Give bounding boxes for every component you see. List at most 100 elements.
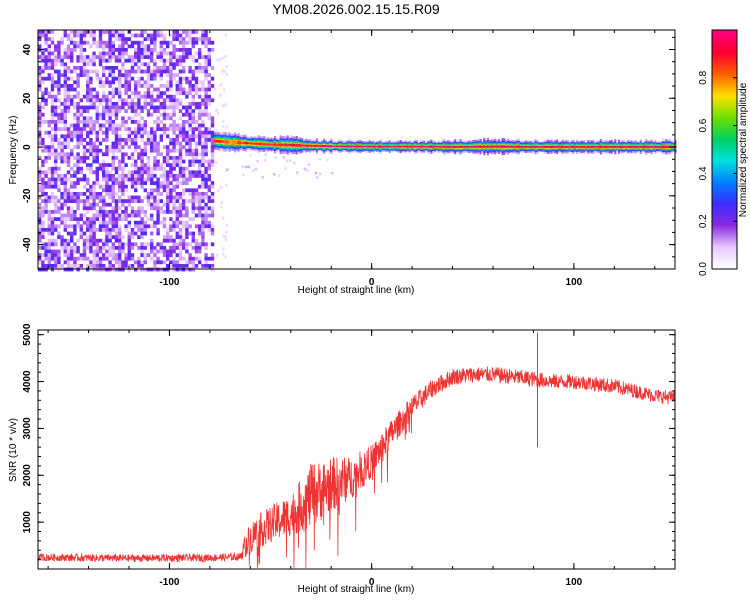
noise-cell <box>114 141 119 146</box>
noise-cell <box>60 109 64 113</box>
noise-cell <box>198 62 202 67</box>
noise-cell <box>166 256 170 261</box>
noise-cell <box>143 102 147 106</box>
noise-cell <box>95 192 99 196</box>
noise-cell <box>102 224 106 229</box>
noise-cell <box>130 213 135 218</box>
noise-cell <box>76 134 80 139</box>
noise-cell <box>66 138 71 142</box>
carrier-cell <box>230 140 233 144</box>
noise-cell <box>127 224 131 229</box>
noise-cell <box>54 249 58 254</box>
noise-cell <box>146 141 151 146</box>
noise-cell <box>127 127 131 131</box>
noise-cell <box>76 120 80 124</box>
noise-cell <box>172 184 176 189</box>
noise-cell <box>146 130 151 135</box>
noise-cell <box>63 228 67 232</box>
noise-cell <box>38 33 42 38</box>
noise-cell <box>114 91 119 95</box>
noise-cell <box>50 224 55 229</box>
noise-cell <box>224 103 227 107</box>
noise-cell <box>38 246 42 250</box>
noise-cell <box>140 253 144 257</box>
noise-cell <box>175 195 179 200</box>
noise-cell <box>114 105 119 110</box>
noise-cell <box>38 44 42 49</box>
noise-cell <box>178 123 183 128</box>
noise-cell <box>79 235 83 239</box>
noise-cell <box>194 145 199 149</box>
noise-cell <box>70 134 74 139</box>
noise-cell <box>252 169 255 172</box>
noise-cell <box>166 152 170 157</box>
noise-cell <box>178 170 183 175</box>
noise-cell <box>150 134 154 139</box>
noise-cell <box>105 170 109 175</box>
carrier-cell <box>428 145 431 148</box>
noise-cell <box>108 170 112 175</box>
noise-cell <box>70 166 74 171</box>
noise-cell <box>169 224 173 229</box>
noise-cell <box>150 55 154 59</box>
noise-cell <box>127 116 131 121</box>
noise-cell <box>191 98 195 103</box>
noise-cell <box>191 44 195 49</box>
carrier-cell <box>372 145 375 148</box>
noise-cell <box>82 123 87 128</box>
noise-cell <box>178 127 183 131</box>
noise-cell <box>105 109 109 113</box>
noise-cell <box>63 184 67 189</box>
noise-cell <box>41 235 45 239</box>
noise-cell <box>79 37 83 41</box>
noise-cell <box>41 184 45 189</box>
noise-cell <box>140 152 144 157</box>
colorbar-step <box>712 155 737 158</box>
noise-cell <box>54 62 58 67</box>
noise-cell <box>140 210 144 214</box>
noise-cell <box>70 238 74 243</box>
noise-cell <box>198 48 202 52</box>
noise-cell <box>124 127 128 131</box>
noise-cell <box>47 120 51 124</box>
noise-cell <box>108 33 112 38</box>
noise-cell <box>118 73 122 77</box>
noise-cell <box>156 141 160 146</box>
noise-cell <box>153 98 157 103</box>
noise-cell <box>70 213 74 218</box>
noise-cell <box>140 170 144 175</box>
noise-cell <box>50 102 55 106</box>
noise-cell <box>178 33 183 38</box>
noise-cell <box>47 55 51 59</box>
noise-cell <box>44 159 48 164</box>
noise-cell <box>204 202 208 207</box>
noise-cell <box>70 94 74 99</box>
noise-cell <box>89 116 93 121</box>
carrier-cell <box>627 145 630 148</box>
noise-cell <box>95 44 99 49</box>
carrier-cell <box>479 145 482 148</box>
noise-cell <box>207 177 211 182</box>
noise-cell <box>111 40 115 45</box>
noise-cell <box>114 145 119 149</box>
noise-cell <box>172 220 176 225</box>
noise-cell <box>153 249 157 254</box>
carrier-cell <box>647 145 650 148</box>
noise-cell <box>79 170 83 175</box>
noise-cell <box>79 253 83 257</box>
noise-cell <box>162 249 167 254</box>
noise-cell <box>146 156 151 160</box>
noise-cell <box>143 246 147 250</box>
noise-cell <box>207 130 211 135</box>
noise-cell <box>127 94 131 99</box>
noise-cell <box>134 159 138 164</box>
carrier-cell <box>590 145 593 148</box>
carrier-cell <box>550 145 553 148</box>
noise-cell <box>124 163 128 167</box>
noise-cell <box>121 123 125 128</box>
noise-cell <box>57 55 61 59</box>
noise-cell <box>60 213 64 218</box>
noise-cell <box>102 98 106 103</box>
carrier-cell <box>632 145 635 148</box>
noise-cell <box>204 141 208 146</box>
